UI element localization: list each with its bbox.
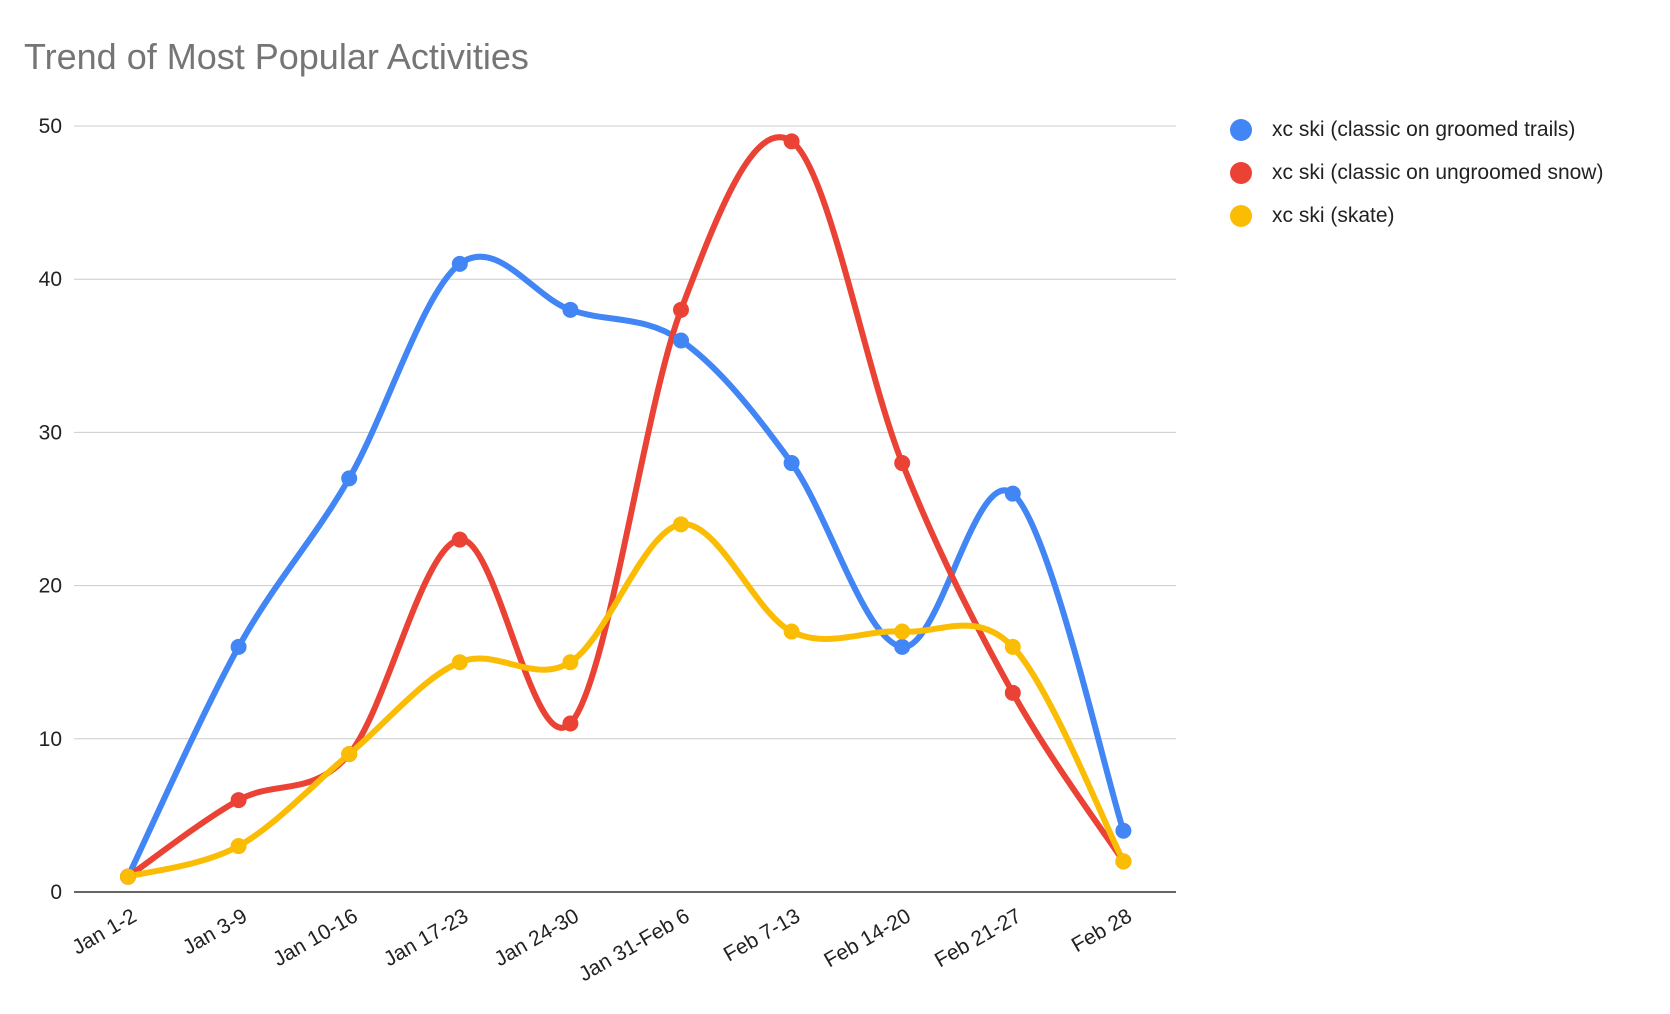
x-tick-label: Feb 7-13 [720,904,804,966]
y-tick-label: 0 [50,881,62,904]
x-tick-label: Feb 14-20 [820,904,914,972]
legend-item[interactable]: xc ski (classic on ungroomed snow) [1230,151,1603,194]
x-tick-label: Jan 1-2 [68,904,140,959]
y-tick-label: 10 [39,728,62,751]
legend-item[interactable]: xc ski (skate) [1230,194,1603,237]
data-point[interactable] [562,301,579,318]
data-point[interactable] [783,133,800,150]
x-tick-label: Jan 24-30 [491,904,583,971]
x-tick-label: Jan 31-Feb 6 [575,904,694,986]
data-point[interactable] [1115,822,1132,839]
data-point[interactable] [451,654,468,671]
legend-swatch [1230,118,1252,141]
series-points [120,133,1132,885]
data-point[interactable] [1115,853,1132,870]
x-tick-label: Jan 17-23 [380,904,472,971]
legend-label: xc ski (skate) [1272,203,1395,227]
data-point[interactable] [230,638,247,655]
data-point[interactable] [673,516,689,533]
series-line-2[interactable] [125,134,1127,880]
gridlines [74,125,1176,893]
data-point[interactable] [1004,684,1021,701]
data-point[interactable] [894,623,911,640]
legend-label: xc ski (classic on ungroomed snow) [1272,160,1604,184]
data-point[interactable] [783,623,800,640]
series-line-3[interactable] [125,521,1127,880]
data-point[interactable] [230,792,247,809]
data-point[interactable] [1004,638,1021,655]
data-point[interactable] [1004,485,1021,502]
x-tick-label: Feb 21-27 [931,904,1025,972]
legend-item[interactable]: xc ski (classic on groomed trails) [1230,108,1603,151]
y-tick-label: 50 [39,115,62,138]
y-tick-label: 30 [39,421,62,444]
data-point[interactable] [341,746,358,763]
x-tick-label: Jan 3-9 [179,904,251,959]
y-tick-label: 40 [39,268,62,291]
data-point[interactable] [783,455,800,472]
legend-swatch [1230,204,1252,227]
data-point[interactable] [562,715,579,732]
data-point[interactable] [341,470,358,487]
legend-swatch [1230,161,1252,184]
data-point[interactable] [451,531,468,548]
y-axis-ticks: 0 10 20 30 40 50 [39,115,62,904]
data-point[interactable] [451,255,468,272]
y-tick-label: 20 [39,575,62,598]
legend-label: xc ski (classic on groomed trails) [1272,117,1576,141]
data-point[interactable] [230,838,247,855]
data-point[interactable] [562,654,579,671]
x-tick-label: Feb 28 [1068,904,1136,957]
data-point[interactable] [673,332,689,349]
series-line-1[interactable] [125,253,1127,880]
data-point[interactable] [894,455,911,472]
legend: xc ski (classic on groomed trails) xc sk… [1230,108,1603,237]
x-tick-label: Jan 10-16 [269,904,361,971]
chart-title: Trend of Most Popular Activities [24,36,529,77]
x-axis-ticks: Jan 1-2 Jan 3-9 Jan 10-16 Jan 17-23 Jan 24-3… [68,904,1136,986]
data-point[interactable] [894,638,911,655]
data-point[interactable] [673,301,689,318]
series-lines [125,134,1127,880]
data-point[interactable] [120,868,136,885]
